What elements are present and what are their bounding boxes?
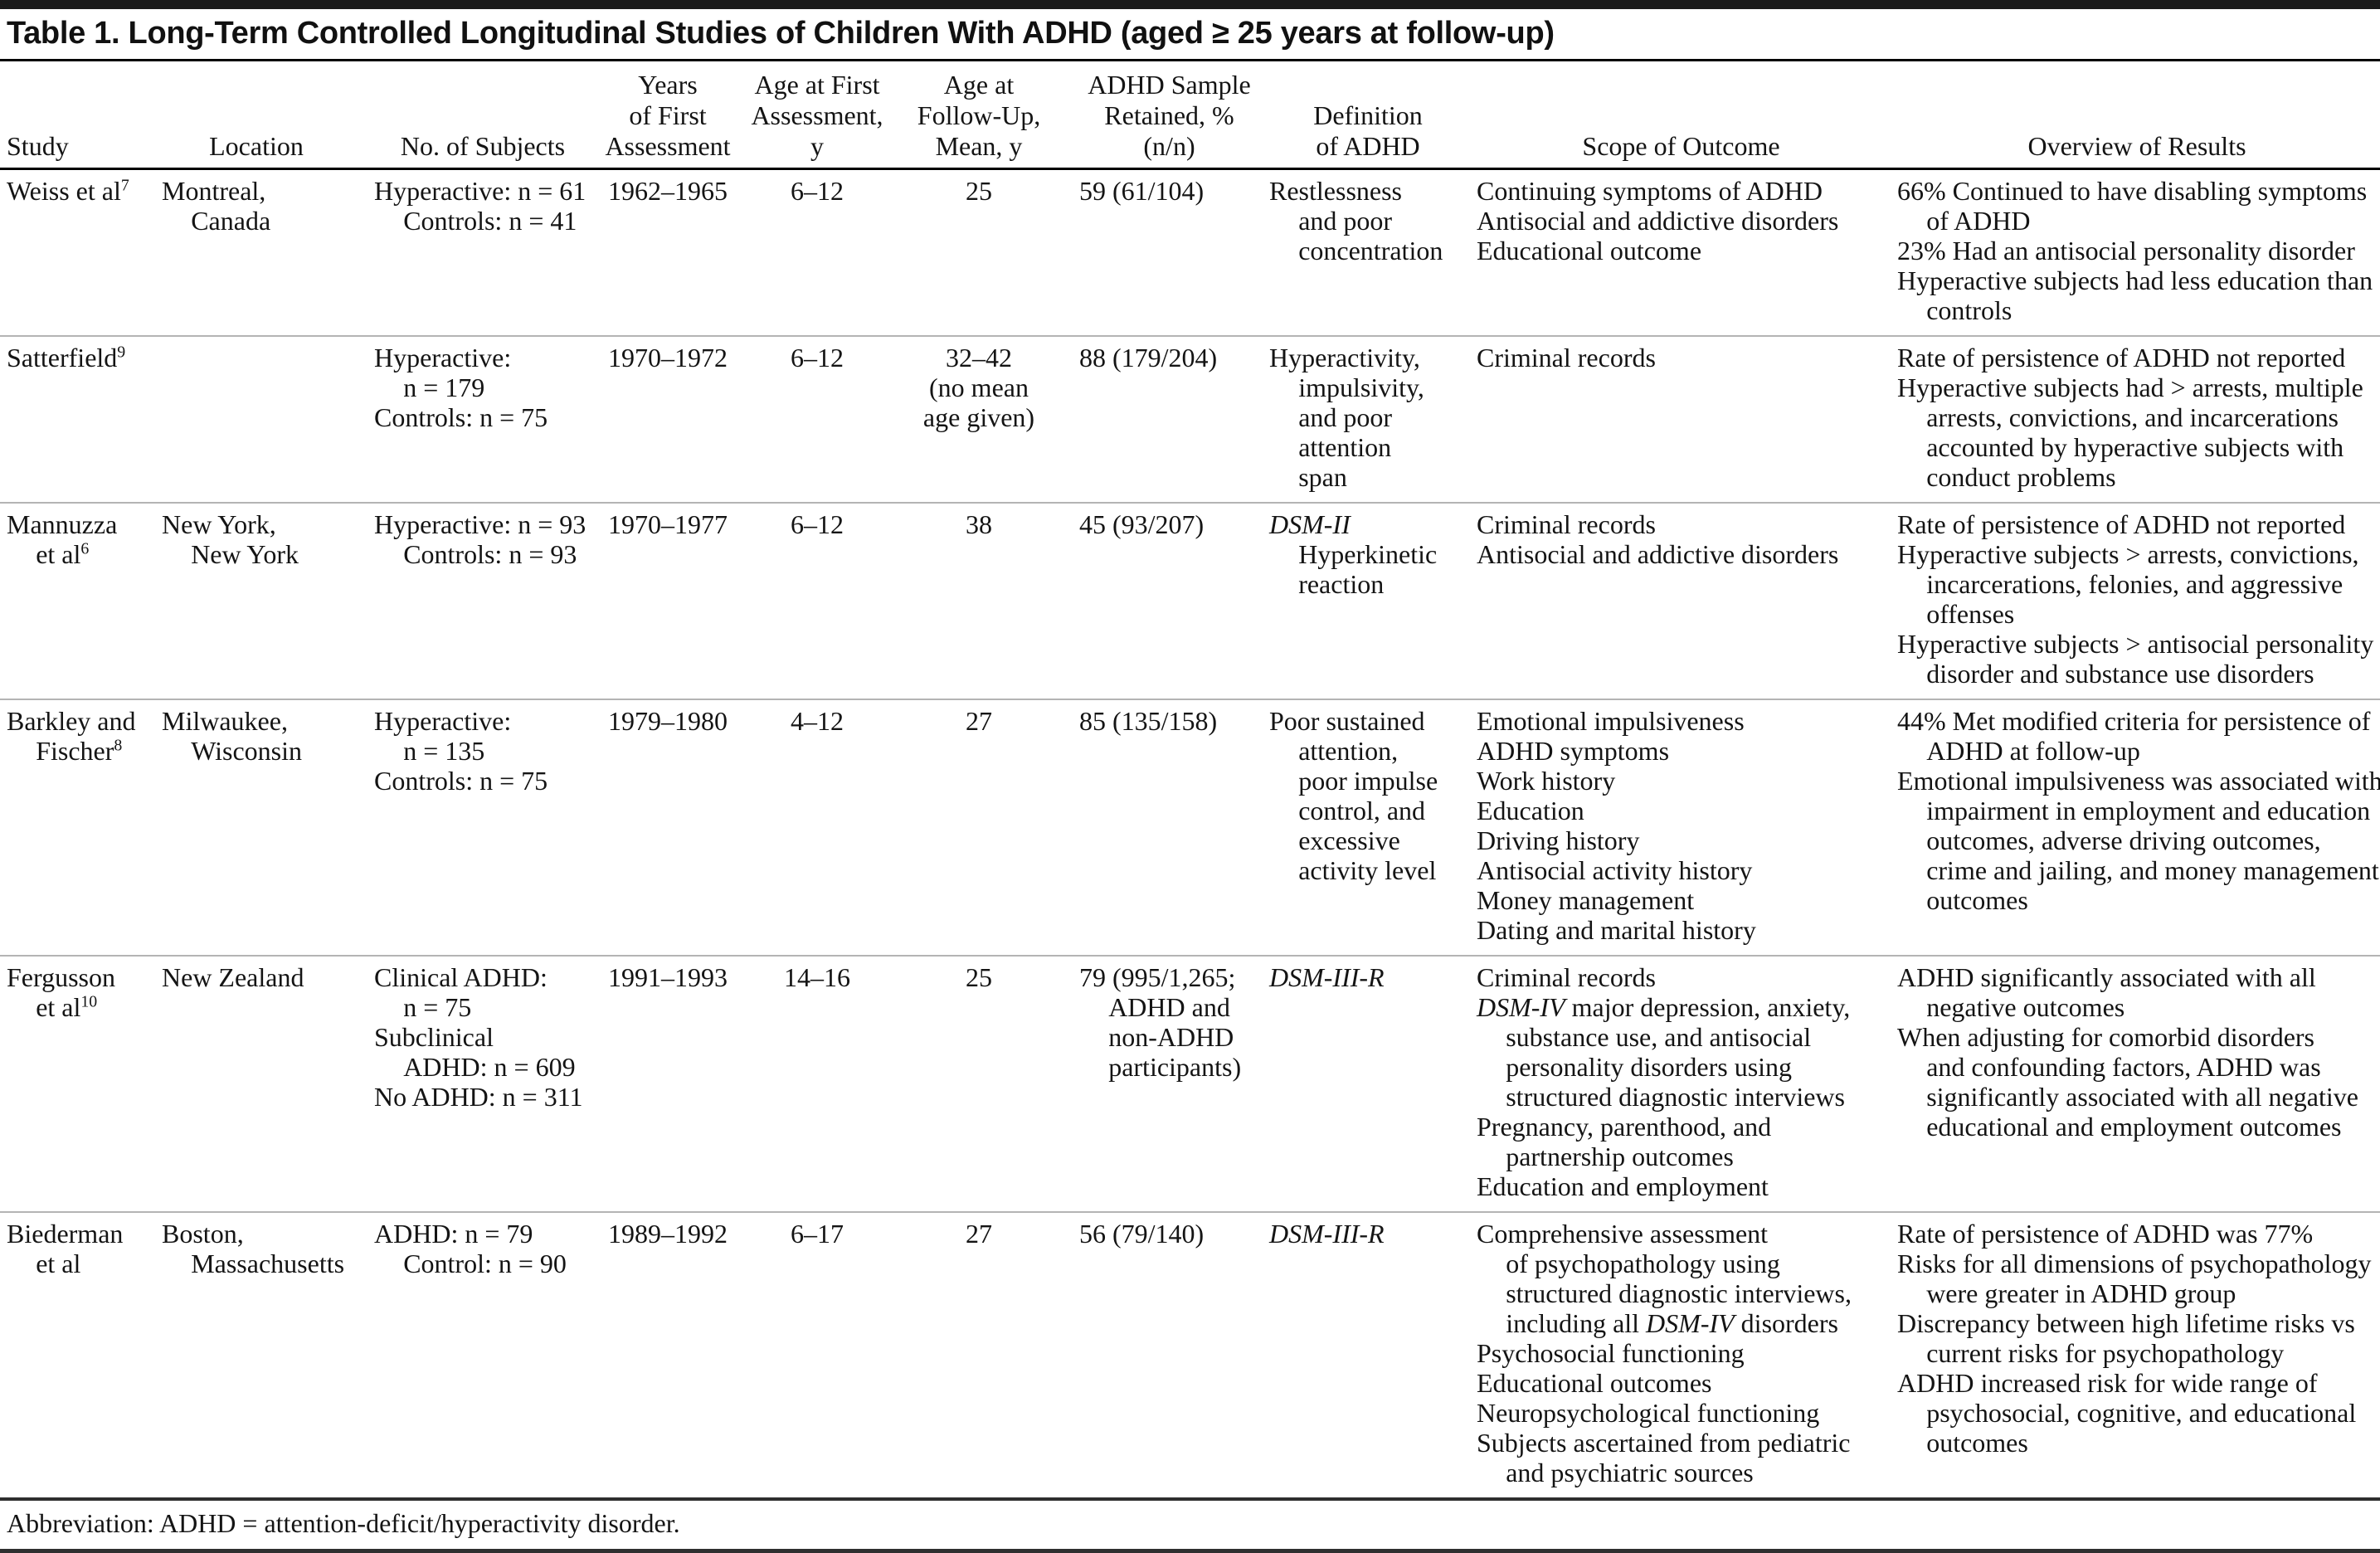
cell-age_fu: 27 [966,1219,992,1249]
cell-years: 1979–1980 [608,706,728,736]
cell-age_first: 6–12 [791,509,844,539]
column-header-definition: Definition of ADHD [1313,100,1423,161]
cell-years: 1970–1977 [608,509,728,539]
cell-age_fu: 38 [966,509,992,539]
cell-age_first: 6–12 [791,176,844,206]
cell-years: 1991–1993 [608,962,728,992]
table-title: Table 1. Long-Term Controlled Longitudin… [0,9,2380,61]
column-header-overview: Overview of Results [2027,131,2246,161]
column-header-subjects: No. of Subjects [400,131,566,161]
cell-study: Mannuzza et al6 [7,509,118,569]
cell-overview: Rate of persistence of ADHD not reported… [1897,343,2363,492]
cell-definition: Restlessness and poor concentration [1269,176,1443,265]
cell-age_first: 6–17 [791,1219,844,1249]
column-header-age_fu: Age at Follow-Up, Mean, y [917,70,1041,161]
cell-study: Biederman et al [7,1219,124,1278]
cell-subjects: Clinical ADHD: n = 75 Subclinical ADHD: n =… [374,962,583,1112]
table-row: Biederman et al Boston, Massachusetts ADHD: … [0,1212,2380,1499]
cell-definition: DSM-II Hyperkinetic reaction [1269,509,1438,599]
cell-location: Montreal, Canada [162,176,271,236]
table-header-row: Study Location No. of Subjects Years of Firs… [0,61,2380,169]
cell-location: New York, New York [162,509,299,569]
cell-study: Barkley and Fischer8 [7,706,136,766]
cell-scope: Comprehensive assessment of psychopatholo… [1477,1219,1852,1487]
cell-retained: 45 (93/207) [1079,509,1205,539]
cell-overview: ADHD significantly associated with all ne… [1897,962,2358,1142]
cell-subjects: Hyperactive: n = 179 Controls: n = 75 [374,343,548,432]
cell-study: Fergusson et al10 [7,962,115,1022]
cell-scope: Emotional impulsiveness ADHD symptoms Work… [1477,706,1756,945]
cell-location: Boston, Massachusetts [162,1219,345,1278]
cell-retained: 88 (179/204) [1079,343,1218,372]
column-header-retained: ADHD Sample Retained, % (n/n) [1088,70,1251,161]
cell-location [145,336,353,503]
cell-retained: 59 (61/104) [1079,176,1205,206]
adhd-studies-table: Study Location No. of Subjects Years of Firs… [0,61,2380,1501]
cell-subjects: ADHD: n = 79 Control: n = 90 [374,1219,567,1278]
cell-age_fu: 25 [966,962,992,992]
cell-overview: Rate of persistence of ADHD not reported… [1897,509,2374,689]
cell-age_first: 14–16 [784,962,850,992]
cell-years: 1989–1992 [608,1219,728,1249]
table-row: Weiss et al7 Montreal, Canada Hyperactive: … [0,169,2380,337]
cell-scope: Criminal records DSM-IV major depression,… [1477,962,1851,1201]
table-row: Mannuzza et al6 New York, New York Hyperacti… [0,503,2380,699]
cell-subjects: Hyperactive: n = 93 Controls: n = 93 [374,509,586,569]
cell-scope: Continuing symptoms of ADHD Antisocial an… [1477,176,1839,265]
cell-retained: 85 (135/158) [1079,706,1218,736]
table-row: Satterfield9 Hyperactive: n = 179 Controls:… [0,336,2380,503]
cell-age_first: 4–12 [791,706,844,736]
column-header-years: Years of First Assessment [605,70,731,161]
top-rule [0,0,2380,9]
cell-age_first: 6–12 [791,343,844,372]
column-header-location: Location [209,131,304,161]
cell-overview: 44% Met modified criteria for persistenc… [1897,706,2380,915]
table-row: Barkley and Fischer8 Milwaukee, Wisconsin Hy… [0,699,2380,956]
cell-overview: 66% Continued to have disabling symptoms… [1897,176,2373,325]
cell-scope: Criminal records Antisocial and addictive… [1477,509,1839,569]
cell-scope: Criminal records [1477,343,1656,372]
cell-subjects: Hyperactive: n = 135 Controls: n = 75 [374,706,548,796]
cell-location: Milwaukee, Wisconsin [162,706,302,766]
cell-age_fu: 25 [966,176,992,206]
cell-overview: Rate of persistence of ADHD was 77% Risks… [1897,1219,2372,1458]
table-footnote: Abbreviation: ADHD = attention-deficit/h… [0,1501,2380,1553]
cell-retained: 56 (79/140) [1079,1219,1205,1249]
cell-definition: Hyperactivity, impulsivity, and poor attent… [1269,343,1424,492]
cell-definition: DSM-III-R [1269,962,1385,992]
cell-retained: 79 (995/1,265; ADHD and non-ADHD participan… [1079,962,1242,1082]
column-header-study: Study [7,131,69,161]
cell-years: 1970–1972 [608,343,728,372]
cell-age_fu: 32–42 (no mean age given) [922,343,1035,432]
cell-definition: Poor sustained attention, poor impulse cont… [1269,706,1438,885]
cell-subjects: Hyperactive: n = 61 Controls: n = 41 [374,176,586,236]
cell-age_fu: 27 [966,706,992,736]
column-header-age_first: Age at First Assessment, y [751,70,883,161]
column-header-scope: Scope of Outcome [1582,131,1780,161]
table-row: Fergusson et al10 New Zealand Clinical ADHD… [0,956,2380,1212]
cell-definition: DSM-III-R [1269,1219,1385,1249]
cell-years: 1962–1965 [608,176,728,206]
cell-study: Satterfield9 [7,343,126,372]
cell-study: Weiss et al7 [7,176,129,206]
cell-location: New Zealand [162,962,304,992]
